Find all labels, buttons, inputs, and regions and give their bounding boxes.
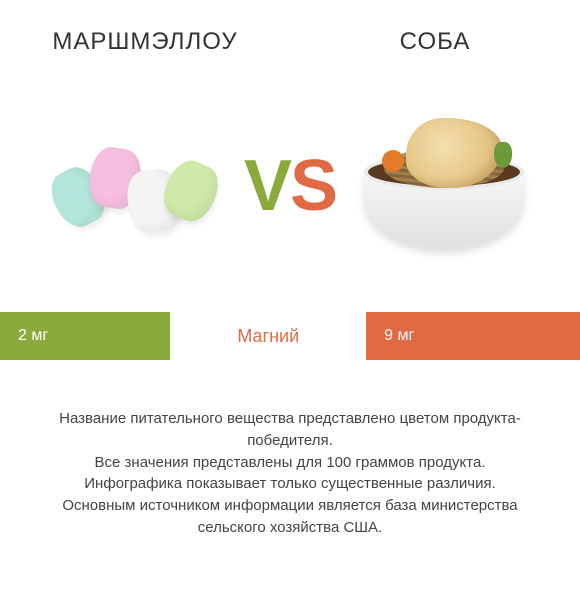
right-title: СОБА	[290, 28, 580, 56]
footnote-line: Инфографика показывает только существенн…	[30, 473, 550, 495]
infographic-page: МАРШМЭЛЛОУ СОБА VS	[0, 0, 580, 604]
left-product-image	[46, 106, 226, 266]
left-title: МАРШМЭЛЛОУ	[0, 28, 290, 56]
footnote-line: Название питательного вещества представл…	[30, 408, 550, 452]
left-value-bar: 2 мг	[0, 312, 170, 360]
nutrient-name-cell: Магний	[170, 312, 366, 360]
vs-v: V	[244, 146, 290, 226]
footnote-block: Название питательного вещества представл…	[0, 408, 580, 539]
right-value-bar: 9 мг	[366, 312, 580, 360]
carrot-shape	[382, 150, 404, 172]
marshmallows-icon	[46, 126, 226, 246]
titles-row: МАРШМЭЛЛОУ СОБА	[0, 0, 580, 56]
soba-bowl-icon	[354, 106, 534, 266]
nutrient-name: Магний	[237, 326, 299, 347]
bowl-shape	[364, 170, 524, 248]
nutrient-bar: 2 мг Магний 9 мг	[0, 312, 580, 360]
right-product-image	[354, 106, 534, 266]
products-row: VS	[0, 96, 580, 276]
footnote-line: Все значения представлены для 100 граммо…	[30, 452, 550, 474]
vs-label: VS	[244, 150, 336, 222]
left-value-label: 2 мг	[18, 327, 48, 345]
footnote-line: Основным источником информации является …	[30, 495, 550, 539]
right-value-label: 9 мг	[384, 327, 414, 345]
vs-s: S	[290, 146, 336, 226]
greens-shape	[494, 142, 512, 168]
